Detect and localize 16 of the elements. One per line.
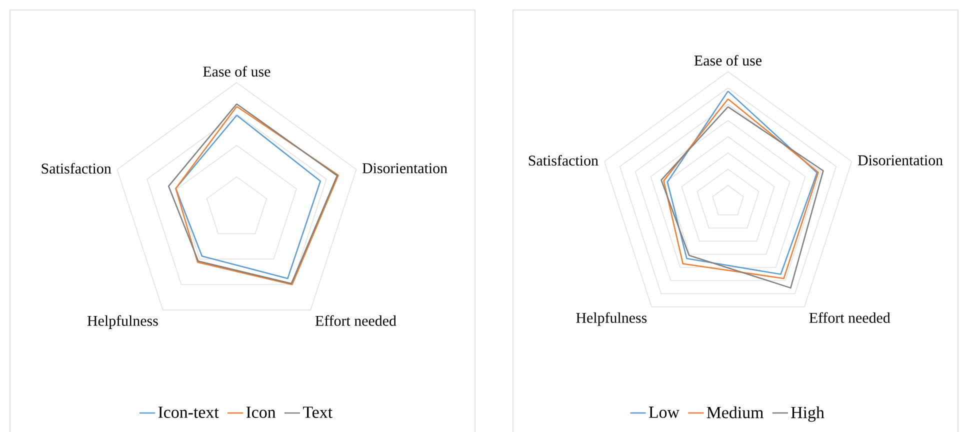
legend-label: Icon-text <box>158 406 219 418</box>
spoke-label: Ease of use <box>203 66 270 77</box>
spoke-label: Effort needed <box>809 312 890 323</box>
legend-label: Low <box>648 406 680 418</box>
spoke-label: Disorientation <box>362 163 448 174</box>
legend-label: High <box>791 406 824 422</box>
spoke-label: Satisfaction <box>528 154 598 166</box>
legend-label: Medium <box>706 406 764 418</box>
spoke-label: Disorientation <box>858 155 943 166</box>
spoke-label: Helpfulness <box>576 312 647 326</box>
legend-label: Text <box>302 406 332 418</box>
spoke-label: Ease of use <box>694 54 762 66</box>
spoke-label: Satisfaction <box>42 162 112 174</box>
spoke-label: Helpfulness <box>87 315 158 329</box>
legend-label: Icon <box>246 406 276 418</box>
spoke-label: Effort needed <box>315 315 396 326</box>
